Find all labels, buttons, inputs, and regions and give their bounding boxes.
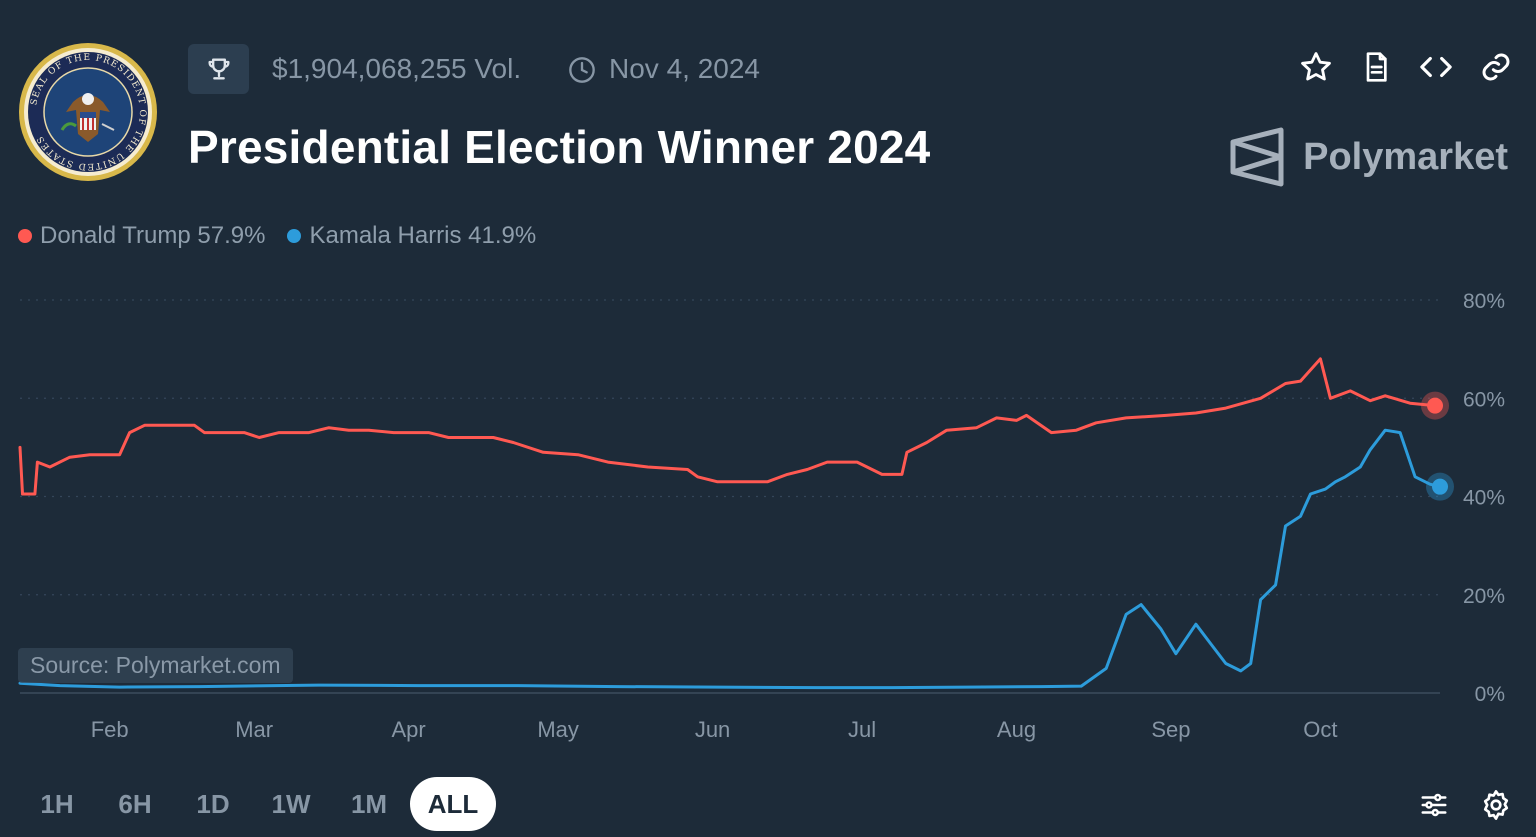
- polymarket-logo-icon: [1230, 127, 1284, 187]
- favorite-button[interactable]: [1298, 48, 1334, 86]
- star-icon: [1301, 52, 1331, 81]
- legend-label-trump: Donald Trump 57.9%: [40, 222, 266, 249]
- x-tick-label: Jun: [695, 717, 730, 742]
- clock-icon: [569, 57, 595, 83]
- legend-dot-trump: [18, 229, 32, 243]
- y-tick-label: 20%: [1463, 585, 1505, 608]
- x-tick-label: Mar: [235, 717, 273, 742]
- legend-dot-harris: [287, 229, 302, 243]
- time-range-selector: 1H 6H 1D 1W 1M ALL: [18, 777, 496, 831]
- source-watermark: Source: Polymarket.com: [18, 648, 293, 683]
- y-tick-label: 80%: [1463, 290, 1505, 313]
- settings-gear-icon: [1483, 790, 1509, 820]
- brand-name: Polymarket: [1303, 135, 1508, 178]
- endpoint-marker-donald-trump: [1427, 397, 1444, 414]
- x-tick-label: Sep: [1151, 717, 1190, 742]
- legend-label-harris: Kamala Harris 41.9%: [309, 222, 537, 249]
- legend-item-harris: Kamala Harris 41.9%: [287, 222, 536, 250]
- document-icon: [1366, 52, 1387, 82]
- x-tick-label: May: [537, 717, 579, 742]
- end-date-label: Nov 4, 2024: [609, 53, 760, 84]
- market-title: Presidential Election Winner 2024: [188, 121, 931, 173]
- trophy-icon: [208, 58, 229, 80]
- sliders-icon: [1421, 793, 1447, 817]
- header-actions: [1298, 48, 1514, 86]
- rules-button[interactable]: [1358, 48, 1394, 86]
- copy-link-button[interactable]: [1478, 48, 1514, 86]
- chart-settings-button[interactable]: [1478, 786, 1514, 824]
- y-tick-label: 0%: [1475, 683, 1505, 706]
- polymarket-brand: Polymarket: [1229, 126, 1508, 188]
- series-line-kamala-harris: [18, 428, 1442, 690]
- series-line-donald-trump: [18, 357, 1437, 496]
- presidential-seal-logo: SEAL OF THE PRESIDENT OF THE UNITED STAT…: [19, 43, 157, 181]
- range-6h-button[interactable]: 6H: [118, 788, 152, 819]
- x-tick-label: Feb: [91, 717, 129, 742]
- embed-code-icon: [1420, 56, 1452, 78]
- range-1m-button[interactable]: 1M: [350, 788, 388, 819]
- range-1w-button[interactable]: 1W: [271, 788, 311, 819]
- x-tick-label: Aug: [997, 717, 1036, 742]
- range-1d-button[interactable]: 1D: [196, 788, 230, 819]
- legend-item-trump: Donald Trump 57.9%: [18, 222, 265, 250]
- link-icon: [1482, 53, 1510, 81]
- embed-button[interactable]: [1418, 48, 1454, 86]
- chart-filters-button[interactable]: [1416, 786, 1452, 824]
- trophy-button[interactable]: [188, 44, 249, 94]
- volume-label: $1,904,068,255 Vol.: [272, 53, 522, 84]
- chart-controls: [1416, 786, 1514, 824]
- x-tick-label: Oct: [1303, 717, 1337, 742]
- price-history-chart[interactable]: 0% 20% 40% 60% 80% Feb Mar Apr May Jun Jul Aug Sep Oc…: [0, 280, 1536, 750]
- y-tick-label: 60%: [1463, 388, 1505, 411]
- range-1h-button[interactable]: 1H: [40, 788, 74, 819]
- chart-legend: Donald Trump 57.9% Kamala Harris 41.9%: [18, 222, 536, 250]
- range-all-button[interactable]: ALL: [410, 777, 496, 831]
- x-tick-label: Jul: [848, 717, 876, 742]
- y-tick-label: 40%: [1463, 487, 1505, 510]
- x-tick-label: Apr: [392, 717, 426, 742]
- endpoint-marker-kamala-harris: [1432, 478, 1448, 495]
